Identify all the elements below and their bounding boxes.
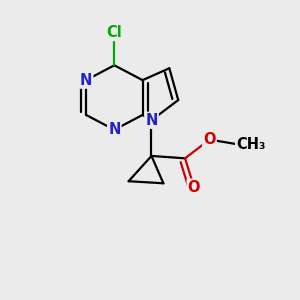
Text: O: O xyxy=(203,132,216,147)
Text: N: N xyxy=(145,113,158,128)
Text: CH₃: CH₃ xyxy=(236,136,266,152)
Text: O: O xyxy=(188,180,200,195)
Text: N: N xyxy=(80,73,92,88)
Text: Cl: Cl xyxy=(106,25,122,40)
Text: N: N xyxy=(108,122,121,137)
